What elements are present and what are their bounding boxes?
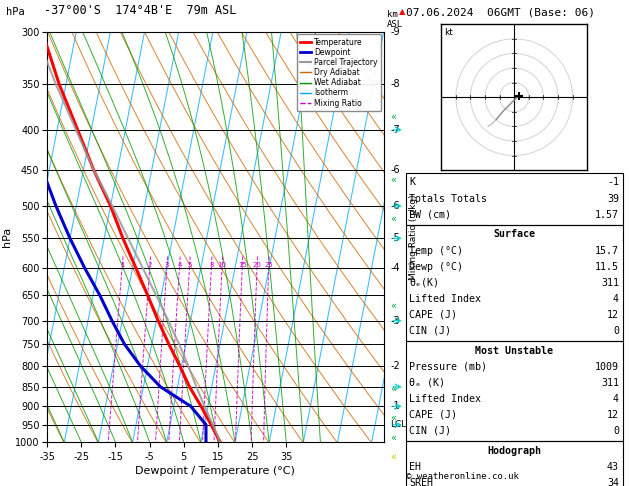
Y-axis label: hPa: hPa	[3, 227, 12, 247]
Text: Mixing Ratio (g/kg): Mixing Ratio (g/kg)	[409, 194, 418, 280]
Legend: Temperature, Dewpoint, Parcel Trajectory, Dry Adiabat, Wet Adiabat, Isotherm, Mi: Temperature, Dewpoint, Parcel Trajectory…	[296, 34, 381, 111]
Text: -1: -1	[390, 401, 400, 411]
Text: -2: -2	[390, 361, 400, 371]
Text: θₑ (K): θₑ (K)	[409, 378, 445, 388]
Text: EH: EH	[409, 462, 421, 472]
Text: 15.7: 15.7	[595, 245, 619, 256]
Text: 1: 1	[120, 262, 125, 268]
Text: -6: -6	[390, 165, 400, 175]
Text: Totals Totals: Totals Totals	[409, 193, 487, 204]
Text: LCL: LCL	[390, 420, 406, 429]
Text: 25: 25	[264, 262, 273, 268]
Text: «: «	[390, 301, 396, 311]
Text: -9: -9	[390, 27, 400, 36]
Text: 11.5: 11.5	[595, 261, 619, 272]
Text: kt: kt	[444, 28, 453, 36]
Text: km
ASL: km ASL	[387, 10, 403, 29]
Text: Temp (°C): Temp (°C)	[409, 245, 464, 256]
Text: 39: 39	[607, 193, 619, 204]
Text: «: «	[390, 112, 396, 122]
Text: Dewp (°C): Dewp (°C)	[409, 261, 464, 272]
Text: 12: 12	[607, 310, 619, 320]
Text: CAPE (J): CAPE (J)	[409, 310, 457, 320]
Text: 4: 4	[613, 394, 619, 404]
Text: «: «	[390, 175, 396, 185]
Text: SREH: SREH	[409, 478, 433, 486]
Text: 2: 2	[148, 262, 152, 268]
Text: 3: 3	[165, 262, 169, 268]
Text: 5: 5	[187, 262, 192, 268]
Text: 07.06.2024  06GMT (Base: 06): 07.06.2024 06GMT (Base: 06)	[406, 7, 594, 17]
Text: -8: -8	[390, 79, 400, 89]
Text: CIN (J): CIN (J)	[409, 326, 452, 336]
Text: Pressure (mb): Pressure (mb)	[409, 362, 487, 372]
Text: PW (cm): PW (cm)	[409, 209, 452, 220]
Text: «: «	[390, 214, 396, 224]
Text: -1: -1	[607, 177, 619, 188]
Text: 311: 311	[601, 378, 619, 388]
Text: CIN (J): CIN (J)	[409, 426, 452, 436]
Text: 8: 8	[209, 262, 214, 268]
Text: Lifted Index: Lifted Index	[409, 294, 481, 304]
Text: 4: 4	[613, 294, 619, 304]
Text: hPa: hPa	[6, 7, 25, 17]
Text: 0: 0	[613, 326, 619, 336]
Text: 1.57: 1.57	[595, 209, 619, 220]
Text: 15: 15	[238, 262, 247, 268]
Text: -37°00'S  174°4B'E  79m ASL: -37°00'S 174°4B'E 79m ASL	[44, 4, 237, 17]
Text: θₑ(K): θₑ(K)	[409, 278, 440, 288]
Text: -7: -7	[390, 125, 400, 135]
Text: 12: 12	[607, 410, 619, 420]
Text: 34: 34	[607, 478, 619, 486]
Text: -3: -3	[390, 315, 400, 326]
Text: Lifted Index: Lifted Index	[409, 394, 481, 404]
Text: -4: -4	[390, 263, 400, 273]
Text: «: «	[390, 384, 396, 394]
Text: © weatheronline.co.uk: © weatheronline.co.uk	[406, 472, 518, 481]
Text: 4: 4	[177, 262, 182, 268]
X-axis label: Dewpoint / Temperature (°C): Dewpoint / Temperature (°C)	[135, 466, 296, 476]
Text: CAPE (J): CAPE (J)	[409, 410, 457, 420]
Text: 1009: 1009	[595, 362, 619, 372]
Text: 10: 10	[218, 262, 226, 268]
Text: 20: 20	[252, 262, 262, 268]
Text: «: «	[390, 452, 396, 462]
Text: «: «	[390, 413, 396, 423]
Text: 311: 311	[601, 278, 619, 288]
Text: Most Unstable: Most Unstable	[475, 346, 554, 356]
Text: ▲: ▲	[399, 6, 406, 16]
Text: Hodograph: Hodograph	[487, 446, 541, 456]
Text: K: K	[409, 177, 416, 188]
Text: -5: -5	[390, 233, 400, 243]
Text: Surface: Surface	[493, 229, 535, 240]
Text: 43: 43	[607, 462, 619, 472]
Text: -6: -6	[390, 201, 400, 211]
Text: 0: 0	[613, 426, 619, 436]
Text: «: «	[390, 433, 396, 442]
